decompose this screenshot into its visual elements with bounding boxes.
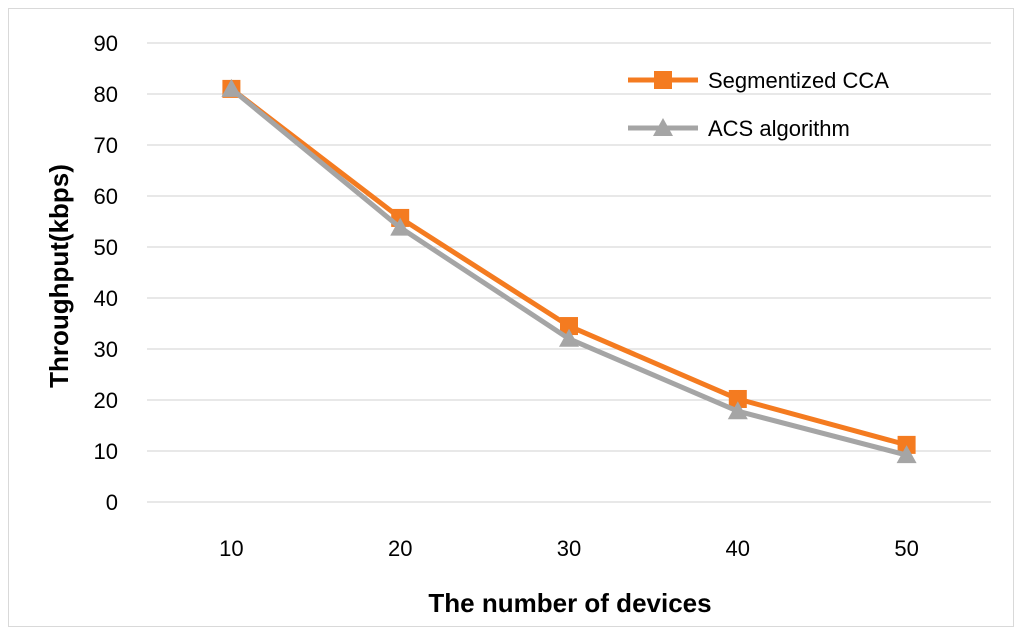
y-tick-label: 80: [94, 82, 118, 107]
y-tick-label: 20: [94, 388, 118, 413]
data-point-square: [897, 435, 916, 454]
legend-label: Segmentized CCA: [708, 68, 889, 93]
x-tick-label: 30: [557, 536, 581, 561]
data-point-square: [560, 317, 578, 336]
tick-labels: 0 10 20 30 40 50 60 70 80 90 10 20 30 40 50: [94, 31, 919, 561]
y-tick-label: 10: [94, 439, 118, 464]
legend-marker-triangle: [653, 118, 673, 136]
series-line: [228, 86, 910, 448]
y-tick-label: 50: [94, 235, 118, 260]
x-tick-label: 40: [726, 536, 750, 561]
y-tick-label: 40: [94, 286, 118, 311]
data-point-square: [728, 389, 747, 408]
x-tick-label: 50: [894, 536, 918, 561]
x-tick-label: 10: [219, 536, 243, 561]
legend-label: ACS algorithm: [708, 116, 850, 141]
data-point-triangle: [727, 401, 748, 420]
legend-entry: ACS algorithm: [628, 116, 850, 141]
y-tick-label: 70: [94, 133, 118, 158]
chart-frame: [8, 8, 1014, 627]
y-tick-label: 0: [106, 490, 118, 515]
legend: Segmentized CCA ACS algorithm: [628, 68, 889, 141]
legend-entry: Segmentized CCA: [628, 68, 889, 93]
x-axis-title: The number of devices: [428, 588, 711, 618]
y-tick-label: 90: [94, 31, 118, 56]
y-tick-label: 30: [94, 337, 118, 362]
data-point-triangle: [221, 78, 242, 97]
gridlines: [147, 42, 991, 503]
data-point-triangle: [559, 328, 579, 347]
y-tick-label: 60: [94, 184, 118, 209]
series-1: [221, 78, 917, 464]
data-point-triangle: [390, 217, 411, 236]
y-axis-title: Throughput(kbps): [44, 164, 74, 388]
x-tick-label: 20: [388, 536, 412, 561]
legend-marker-square: [654, 71, 672, 89]
data-point-triangle: [896, 445, 917, 464]
series: [221, 78, 917, 464]
